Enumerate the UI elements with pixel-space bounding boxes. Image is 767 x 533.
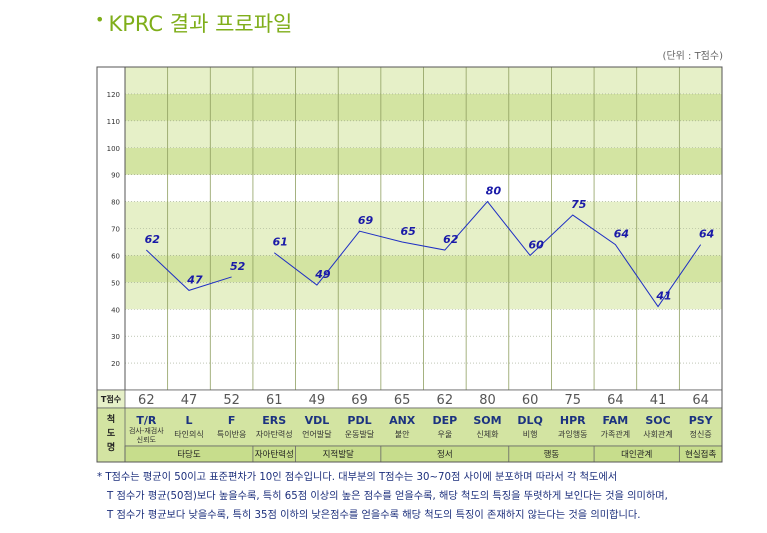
data-label: 52 — [230, 260, 246, 273]
tscore-value: 64 — [607, 393, 624, 408]
y-tick-label: 30 — [111, 333, 120, 341]
data-label: 61 — [273, 236, 288, 249]
tscore-value: 47 — [181, 393, 198, 408]
scale-code: HPR — [560, 414, 586, 427]
scale-code: PDL — [347, 414, 371, 427]
data-label: 69 — [358, 214, 374, 227]
data-label: 62 — [443, 233, 459, 246]
scale-name: 운동발달 — [345, 429, 375, 439]
y-tick-label: 20 — [111, 360, 120, 368]
group-label: 대인관계 — [621, 449, 652, 460]
scale-code: VDL — [305, 414, 330, 427]
tscore-value: 75 — [564, 393, 581, 408]
scale-name: 과잉행동 — [558, 429, 587, 439]
scale-name: 가족관계 — [601, 429, 630, 439]
data-label: 80 — [486, 185, 502, 198]
scale-label-char: 척 — [107, 413, 115, 425]
title-bullet: • — [95, 10, 105, 29]
scale-row — [96, 407, 723, 447]
footnote-line-1: * T점수는 평균이 50이고 표준편차가 10인 점수입니다. 대부분의 T점… — [97, 472, 618, 483]
scale-code: PSY — [689, 414, 714, 427]
y-tick-label: 110 — [107, 118, 120, 126]
scale-name: 신체화 — [476, 429, 499, 439]
y-tick-label: 60 — [111, 252, 120, 260]
table-border — [96, 66, 723, 463]
y-tick-label: 70 — [111, 226, 120, 234]
scale-code: F — [228, 414, 236, 427]
tscore-value: 60 — [522, 393, 539, 408]
scale-name: 우울 — [437, 430, 452, 439]
scale-code: L — [185, 414, 192, 427]
scale-code: T/R — [136, 414, 157, 427]
scale-name: 언어발달 — [302, 429, 332, 439]
scale-name-part: 검사-재검사 — [129, 426, 164, 435]
scale-code: ERS — [262, 414, 286, 427]
data-label: 49 — [314, 268, 331, 281]
tscore-label: T점수 — [101, 394, 122, 404]
y-tick-label: 50 — [111, 279, 120, 287]
page-title: • KPRC 결과 프로파일 — [95, 8, 292, 38]
y-tick-label: 90 — [111, 172, 120, 180]
scale-name: 정신증 — [690, 429, 712, 439]
scale-name: 사회관계 — [643, 429, 672, 439]
data-label: 60 — [528, 238, 544, 251]
tscore-value: 52 — [223, 393, 240, 408]
footnotes: * T점수는 평균이 50이고 표준편차가 10인 점수입니다. 대부분의 T점… — [97, 468, 747, 525]
y-tick-label: 80 — [111, 199, 120, 207]
y-tick-label: 100 — [107, 145, 120, 153]
tscore-value: 41 — [650, 393, 667, 408]
scale-code: FAM — [603, 414, 629, 427]
profile-chart: 20 30 40 50 60 70 80 90 100 110 120 62 47 52 61 49 69 65 6… — [96, 66, 723, 463]
group-label: 자아탄력성 — [255, 449, 294, 460]
unit-label: (단위 : T점수) — [662, 51, 723, 62]
data-label: 64 — [699, 228, 714, 241]
footnote-line-2: T 점수가 평균(50점)보다 높을수록, 특히 65점 이상의 높은 점수를 … — [107, 491, 668, 502]
y-tick-label: 120 — [107, 91, 120, 99]
scale-name: 타인의식 — [174, 429, 203, 439]
scale-name-part: 신뢰도 — [137, 435, 157, 444]
series-line — [145, 249, 232, 291]
data-label: 75 — [571, 198, 587, 211]
scale-name: 자아탄력성 — [256, 429, 293, 439]
data-label: 65 — [401, 225, 417, 238]
scale-label-char: 도 — [107, 428, 116, 439]
tscore-value: 69 — [351, 393, 368, 408]
scale-code: DEP — [432, 414, 457, 427]
tscore-value: 62 — [437, 393, 454, 408]
scale-code: SOC — [645, 414, 670, 427]
footnote-line-3: T 점수가 평균보다 낮을수록, 특히 35점 이하의 낮은점수를 얻을수록 해… — [107, 510, 641, 521]
tscore-value: 61 — [266, 393, 283, 408]
tscore-value: 80 — [479, 393, 496, 408]
group-label: 정서 — [437, 449, 453, 460]
scale-name: 특이반응 — [217, 429, 246, 439]
tscore-value: 64 — [692, 393, 709, 408]
data-label: 62 — [145, 233, 161, 246]
group-label: 타당도 — [177, 449, 201, 460]
data-label: 41 — [655, 290, 671, 303]
y-tick-label: 40 — [111, 306, 120, 314]
group-label: 현실접촉 — [685, 449, 716, 460]
tscore-value: 65 — [394, 393, 411, 408]
scale-label-cell — [96, 407, 126, 463]
group-label: 행동 — [544, 449, 560, 460]
title-text: KPRC 결과 프로파일 — [108, 12, 293, 36]
group-label: 지적발달 — [323, 449, 354, 460]
scale-label-char: 명 — [107, 441, 115, 453]
scale-code: SOM — [473, 414, 501, 427]
axis-column — [97, 67, 125, 390]
data-label: 47 — [186, 273, 203, 286]
tscore-value: 49 — [309, 393, 326, 408]
series-line — [273, 200, 702, 308]
scale-code: DLQ — [517, 414, 543, 427]
scale-name: 비행 — [523, 429, 538, 439]
scale-code: ANX — [389, 414, 416, 427]
data-label: 64 — [614, 228, 629, 241]
scale-name: 불안 — [395, 429, 410, 439]
tscore-value: 62 — [138, 393, 155, 408]
